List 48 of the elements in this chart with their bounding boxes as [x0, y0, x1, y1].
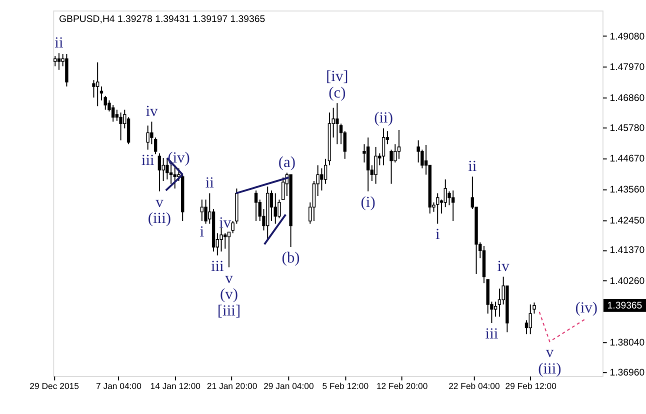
x-tick-label: 14 Jan 12:00 [150, 381, 201, 392]
chart-title: GBPUSD,H4 1.39278 1.39431 1.39197 1.39365 [58, 14, 266, 26]
annotation: iv [219, 214, 232, 232]
x-tick-label: 7 Jan 04:00 [96, 381, 142, 392]
y-tick-label: 1.45780 [610, 122, 645, 134]
annotation: (ii) [374, 110, 393, 127]
y-tick-label: 1.43560 [610, 184, 645, 196]
annotation: ii [54, 34, 64, 52]
annotation: (a) [278, 154, 296, 171]
annotation: (i) [360, 194, 376, 211]
y-tick-label: 1.41370 [610, 245, 645, 256]
y-tick-label: 1.38040 [610, 338, 645, 349]
text: 1.39365 [607, 300, 642, 312]
annotation: (iv) [168, 149, 190, 166]
x-tick-label: 29 Feb 12:00 [505, 381, 557, 392]
annotation: [iv] [326, 68, 348, 85]
annotation: v [225, 270, 234, 287]
annotation: iii [141, 152, 154, 170]
y-tick-label: 1.36960 [610, 368, 645, 379]
annotation: i [435, 226, 440, 244]
y-tick-label: 1.46860 [610, 92, 645, 104]
annotation: i [200, 223, 204, 240]
annotation: iv [146, 102, 158, 120]
annotation: [iii] [217, 302, 241, 320]
y-tick-label: 1.42450 [610, 215, 645, 226]
annotation: (iv) [575, 300, 598, 317]
x-tick-label: 5 Feb 12:00 [322, 381, 369, 392]
annotation: (v) [220, 286, 238, 304]
annotation: (c) [328, 84, 346, 102]
annotation: iii [485, 326, 498, 343]
annotation: (b) [282, 250, 300, 267]
annotation: v [546, 344, 554, 362]
x-tick-label: 29 Jan 04:00 [264, 381, 314, 392]
x-tick-label: 22 Feb 04:00 [448, 381, 500, 392]
annotation: (iii) [538, 360, 562, 378]
annotation: ii [205, 174, 214, 192]
x-tick-label: 21 Jan 20:00 [206, 381, 258, 392]
x-tick-label: 12 Feb 20:00 [376, 381, 428, 392]
y-tick-label: 1.40260 [610, 276, 645, 287]
y-tick-label: 1.44670 [610, 154, 645, 165]
annotation: iv [497, 258, 510, 275]
y-tick-label: 1.49080 [610, 31, 645, 42]
annotation: ii [468, 158, 477, 175]
y-tick-label: 1.47970 [610, 62, 645, 74]
annotation: (iii) [148, 210, 172, 228]
annotation: iii [210, 258, 224, 275]
x-tick-label: 29 Dec 2015 [30, 381, 80, 392]
annotation: v [156, 194, 164, 211]
